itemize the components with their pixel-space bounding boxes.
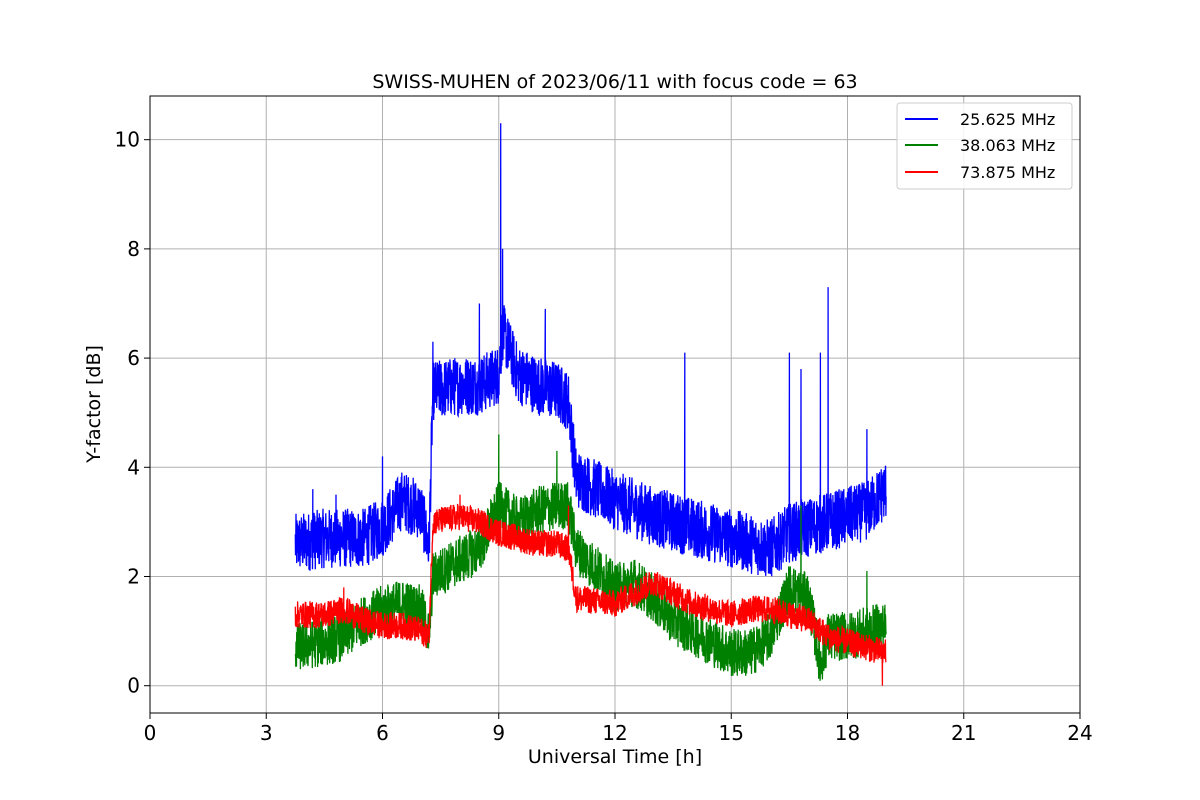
x-tick-label: 21 (951, 721, 976, 745)
chart-title: SWISS-MUHEN of 2023/06/11 with focus cod… (372, 71, 857, 93)
y-tick-label: 8 (127, 237, 140, 261)
x-axis-label: Universal Time [h] (528, 746, 702, 768)
x-tick-label: 3 (260, 721, 273, 745)
x-tick-label: 12 (602, 721, 627, 745)
x-tick-label: 24 (1067, 721, 1092, 745)
x-tick-label: 9 (492, 721, 505, 745)
series-layer (294, 123, 887, 686)
series-line-0 (294, 123, 887, 577)
legend-label-0: 25.625 MHz (960, 110, 1055, 129)
legend-box (896, 102, 1073, 190)
x-tick-label: 0 (144, 721, 157, 745)
legend-label-2: 73.875 MHz (960, 163, 1055, 182)
y-axis-label: Y-factor [dB] (83, 345, 105, 464)
series-line-2 (294, 494, 887, 686)
legend-label-1: 38.063 MHz (960, 136, 1055, 155)
x-axis: 0 3 6 9 12 15 18 21 24 (144, 713, 1093, 745)
x-tick-label: 6 (376, 721, 389, 745)
y-tick-label: 2 (127, 564, 140, 588)
x-tick-label: 18 (835, 721, 860, 745)
y-tick-label: 6 (127, 346, 140, 370)
y-tick-label: 0 (127, 674, 140, 698)
y-tick-label: 4 (127, 455, 140, 479)
y-axis: 0 2 4 6 8 10 (115, 128, 150, 698)
legend: 25.625 MHz 38.063 MHz 73.875 MHz (896, 102, 1073, 190)
y-tick-label: 10 (115, 128, 140, 152)
grid (149, 96, 1081, 713)
series-line-1 (294, 434, 887, 681)
x-tick-label: 15 (719, 721, 744, 745)
